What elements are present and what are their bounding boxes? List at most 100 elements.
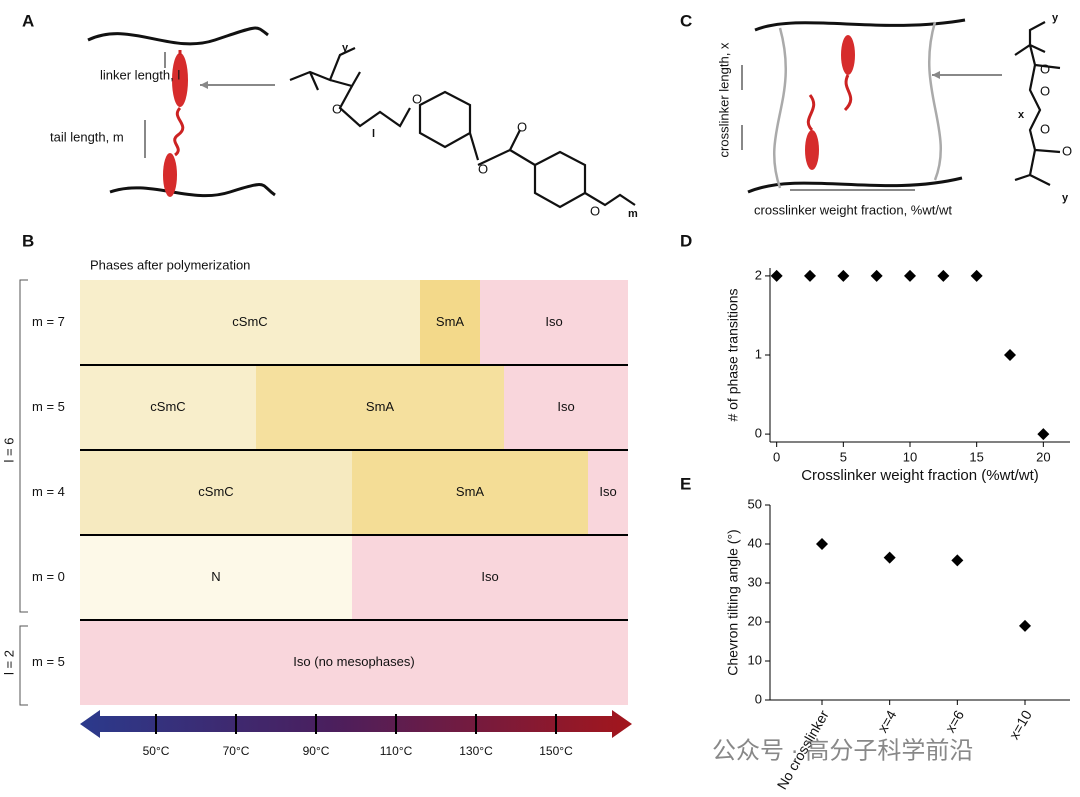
- y-tick-label: 2: [755, 267, 762, 282]
- bracket: [19, 279, 28, 613]
- row-label: m = 5: [32, 399, 65, 414]
- point: [937, 269, 950, 282]
- phase-label: cSmC: [198, 484, 233, 499]
- panel-label: E: [680, 474, 691, 493]
- atom: O: [1062, 143, 1072, 158]
- group-label: l = 2: [1, 650, 16, 675]
- schematic-a: linker length, l tail length, m O O O O …: [50, 26, 638, 220]
- length-label: crosslinker length, x: [716, 42, 731, 157]
- phase-region: [80, 535, 352, 620]
- phase-region: [352, 450, 588, 535]
- row-label: m = 0: [32, 569, 65, 584]
- temperature-label: 70°C: [223, 744, 250, 758]
- atom: O: [1040, 83, 1050, 98]
- watermark: 公众号 · 高分子科学前沿: [712, 737, 973, 764]
- panel-label: D: [680, 231, 692, 250]
- phase-region: [420, 280, 480, 365]
- fraction-label: crosslinker weight fraction, %wt/wt: [754, 202, 952, 217]
- subscript: m: [628, 208, 638, 220]
- phase-label: Iso: [557, 399, 574, 414]
- atom: O: [1040, 121, 1050, 136]
- point: [870, 269, 883, 282]
- schematic-c: crosslinker length, x crosslinker weight…: [716, 12, 1072, 218]
- x-tick-label: x=6: [942, 707, 967, 735]
- x-tick-label: x=4: [874, 707, 899, 735]
- phase-region: [80, 365, 256, 450]
- phase-label: Iso (no mesophases): [293, 654, 414, 669]
- x-tick-label: 0: [773, 449, 780, 464]
- point: [1019, 619, 1031, 632]
- phase-region: [480, 280, 628, 365]
- phase-region: [504, 365, 628, 450]
- point: [883, 551, 896, 564]
- phase-region: [80, 280, 420, 365]
- y-tick-label: 30: [748, 574, 762, 589]
- x-tick-label: 15: [969, 449, 983, 464]
- point: [770, 269, 783, 282]
- row-label: m = 5: [32, 654, 65, 669]
- point: [1037, 428, 1050, 441]
- panel-label: C: [680, 11, 692, 30]
- y-tick-label: 0: [755, 691, 762, 706]
- x-tick-label: 5: [840, 449, 847, 464]
- phase-label: Iso: [481, 569, 498, 584]
- phase-label: SmA: [366, 399, 395, 414]
- temperature-label: 130°C: [459, 744, 493, 758]
- subscript: y: [1062, 192, 1069, 204]
- y-axis-label: # of phase transitions: [725, 288, 741, 421]
- phase-region: [588, 450, 628, 535]
- temperature-arrow: [80, 710, 632, 738]
- point: [1004, 349, 1016, 361]
- point: [837, 269, 850, 282]
- atom: O: [1040, 61, 1050, 76]
- atom: O: [478, 161, 488, 176]
- point: [804, 269, 816, 282]
- point: [951, 554, 964, 567]
- atom: O: [517, 119, 527, 134]
- temperature-label: 50°C: [143, 744, 170, 758]
- phase-label: Iso: [599, 484, 616, 499]
- subscript: l: [372, 128, 375, 140]
- y-tick-label: 0: [755, 426, 762, 441]
- y-tick-label: 10: [748, 652, 762, 667]
- atom: O: [332, 101, 342, 116]
- phase-region: [80, 620, 628, 705]
- phase-label: SmA: [436, 314, 465, 329]
- y-tick-label: 50: [748, 496, 762, 511]
- x-axis-label: Crosslinker weight fraction (%wt/wt): [801, 467, 1039, 484]
- phase-label: cSmC: [232, 314, 267, 329]
- phase-diagram: cSmC SmA Iso m = 7 cSmC SmA Iso m = 5 cSmC SmA Iso…: [1, 279, 632, 758]
- subscript: x: [1018, 109, 1025, 121]
- phase-label: Iso: [545, 314, 562, 329]
- atom: O: [590, 203, 600, 218]
- phase-label: N: [211, 569, 220, 584]
- temperature-label: 110°C: [380, 744, 413, 758]
- point: [970, 269, 983, 282]
- phase-title: Phases after polymerization: [90, 257, 250, 272]
- charts: 0 1 2 # of phase transitions 0 5 10 15 20 Crossli…: [725, 267, 1070, 792]
- x-tick-label: 20: [1036, 449, 1050, 464]
- y-axis-label: Chevron tilting angle (°): [725, 529, 741, 675]
- temperature-label: 150°C: [539, 744, 573, 758]
- row-label: m = 7: [32, 314, 65, 329]
- phase-label: cSmC: [150, 399, 185, 414]
- phase-region: [256, 365, 504, 450]
- linker-label: linker length, l: [100, 67, 180, 82]
- group-label: l = 6: [1, 438, 16, 463]
- subscript: y: [342, 42, 349, 54]
- panel-label: A: [22, 11, 34, 30]
- x-tick-label: x=10: [1006, 707, 1035, 742]
- y-tick-label: 1: [755, 346, 762, 361]
- temperature-label: 90°C: [303, 744, 330, 758]
- phase-region: [352, 535, 628, 620]
- y-tick-label: 40: [748, 535, 762, 550]
- row-label: m = 4: [32, 484, 65, 499]
- subscript: y: [1052, 12, 1059, 24]
- point: [816, 538, 828, 550]
- phase-region: [80, 450, 352, 535]
- phase-label: SmA: [456, 484, 485, 499]
- tail-label: tail length, m: [50, 129, 124, 144]
- x-tick-label: 10: [903, 449, 917, 464]
- atom: O: [412, 91, 422, 106]
